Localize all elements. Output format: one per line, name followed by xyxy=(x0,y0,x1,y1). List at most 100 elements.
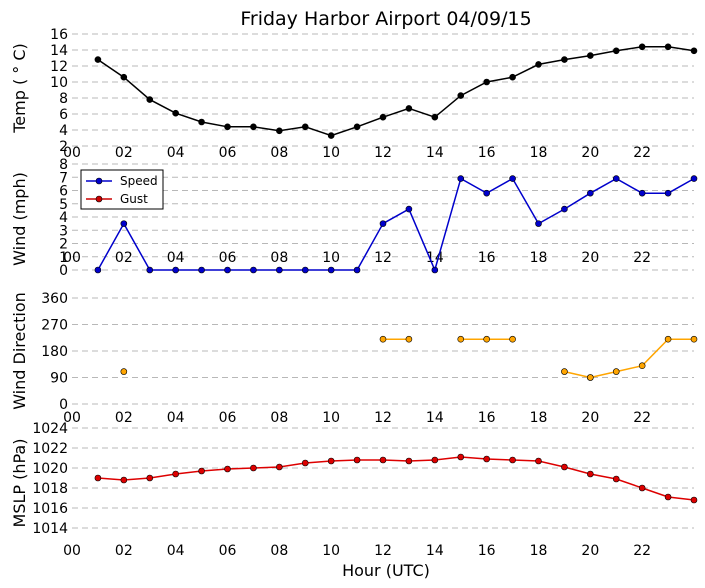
y-tick-label: 0 xyxy=(59,263,68,279)
y-tick-label: 1024 xyxy=(32,421,68,437)
y-axis-label: Wind (mph) xyxy=(10,172,29,266)
x-tick-label: 08 xyxy=(270,543,288,559)
data-point xyxy=(120,220,128,227)
legend-marker xyxy=(95,177,103,185)
data-point xyxy=(483,455,490,463)
y-tick-label: 4 xyxy=(59,210,68,226)
data-point xyxy=(664,43,672,51)
data-point xyxy=(224,123,231,131)
data-point xyxy=(431,266,439,274)
data-point xyxy=(250,464,257,472)
x-tick-label: 08 xyxy=(270,145,288,161)
series-line-3-4 xyxy=(564,370,591,379)
data-point xyxy=(353,123,361,131)
x-tick-label: 04 xyxy=(167,250,185,266)
series-line-1-1 xyxy=(97,46,695,137)
y-tick-label: 16 xyxy=(50,27,68,43)
x-tick-label: 04 xyxy=(167,145,185,161)
data-point xyxy=(690,335,698,343)
data-point xyxy=(198,467,205,475)
data-point xyxy=(535,457,542,465)
y-tick-label: 4 xyxy=(59,123,68,139)
data-point xyxy=(94,56,102,63)
data-point xyxy=(664,189,672,197)
y-tick-label: 1016 xyxy=(32,501,68,517)
y-tick-label: 8 xyxy=(59,157,68,173)
y-tick-label: 2 xyxy=(59,237,68,253)
data-point xyxy=(379,220,387,227)
data-point xyxy=(561,368,568,375)
y-tick-label: 90 xyxy=(50,371,68,387)
data-point xyxy=(457,92,465,99)
x-tick-label: 08 xyxy=(270,250,288,266)
data-point xyxy=(94,474,102,482)
data-point xyxy=(612,475,620,483)
data-point xyxy=(690,47,698,55)
x-tick-label: 16 xyxy=(478,145,496,161)
data-point xyxy=(612,175,620,182)
y-tick-label: 1 xyxy=(59,250,68,266)
x-tick-label: 18 xyxy=(530,250,548,266)
legend-label: Speed xyxy=(120,174,158,188)
data-point xyxy=(431,113,439,121)
data-point xyxy=(457,335,465,343)
data-point xyxy=(224,266,231,274)
data-point xyxy=(664,493,672,501)
legend-box xyxy=(80,169,164,210)
x-tick-label: 12 xyxy=(374,250,392,266)
data-point xyxy=(301,459,309,467)
x-tick-label: 22 xyxy=(633,250,651,266)
data-point xyxy=(483,189,490,197)
data-point xyxy=(612,368,620,375)
x-tick-label: 20 xyxy=(581,250,599,266)
x-tick-label: 02 xyxy=(115,410,133,426)
data-point xyxy=(327,132,335,139)
y-tick-label: 6 xyxy=(59,107,68,123)
x-axis-label: Hour (UTC) xyxy=(342,561,430,580)
y-tick-label: 3 xyxy=(59,223,68,239)
data-point xyxy=(509,335,516,343)
data-point xyxy=(276,463,283,471)
data-point xyxy=(457,175,465,182)
data-point xyxy=(612,47,620,55)
data-point xyxy=(146,474,154,482)
x-tick-label: 10 xyxy=(322,543,340,559)
data-point xyxy=(638,43,646,51)
data-point xyxy=(405,457,413,465)
data-point xyxy=(120,476,128,484)
data-point xyxy=(405,105,413,112)
data-point xyxy=(509,73,516,81)
x-tick-label: 18 xyxy=(530,410,548,426)
x-tick-label: 14 xyxy=(426,145,444,161)
data-point xyxy=(509,456,516,464)
x-tick-label: 04 xyxy=(167,410,185,426)
data-point xyxy=(587,374,594,381)
y-tick-label: 180 xyxy=(41,344,68,360)
x-tick-label: 08 xyxy=(270,410,288,426)
y-tick-label: 7 xyxy=(59,170,68,186)
chart-title: Friday Harbor Airport 04/09/15 xyxy=(240,8,531,30)
data-point xyxy=(535,220,542,227)
x-tick-label: 22 xyxy=(633,145,651,161)
y-tick-label: 12 xyxy=(50,59,68,75)
x-tick-label: 12 xyxy=(374,543,392,559)
data-point xyxy=(250,266,257,274)
data-point xyxy=(327,266,335,274)
x-tick-label: 18 xyxy=(530,145,548,161)
data-point xyxy=(379,335,387,343)
data-point xyxy=(198,118,205,126)
x-tick-label: 20 xyxy=(581,543,599,559)
y-tick-label: 2 xyxy=(59,139,68,155)
x-tick-label: 14 xyxy=(426,250,444,266)
series-line-3-5 xyxy=(590,338,694,379)
x-tick-label: 00 xyxy=(63,410,81,426)
data-point xyxy=(587,52,594,59)
x-tick-label: 20 xyxy=(581,410,599,426)
x-tick-label: 00 xyxy=(63,543,81,559)
data-point xyxy=(405,335,413,343)
data-point xyxy=(172,470,179,478)
x-tick-label: 12 xyxy=(374,410,392,426)
x-tick-label: 12 xyxy=(374,145,392,161)
